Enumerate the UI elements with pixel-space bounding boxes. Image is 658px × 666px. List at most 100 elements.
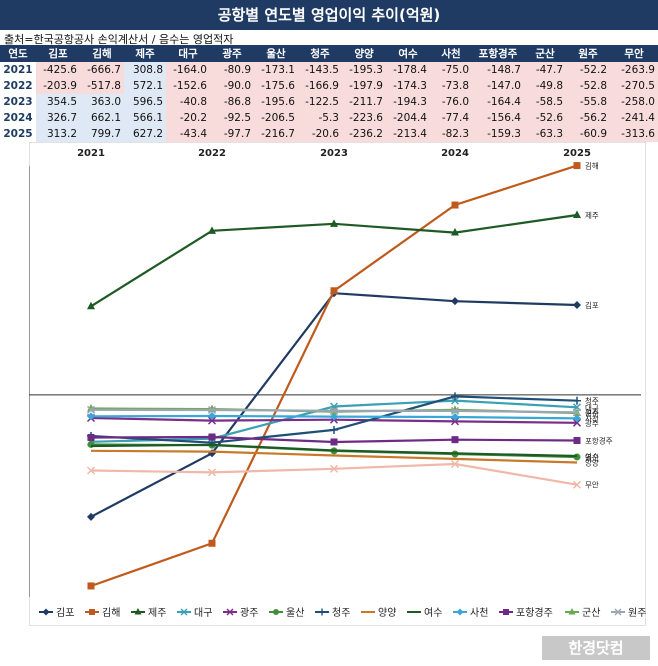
- table-cell: -241.4: [610, 110, 658, 126]
- table-cell: -76.0: [430, 94, 472, 110]
- header-airport: 여수: [386, 45, 430, 62]
- series-line: [90, 449, 578, 464]
- data-point: [208, 411, 216, 420]
- source-note: 출처=한국공항공사 손익계산서 / 음수는 영업적자: [4, 33, 234, 46]
- table-cell: -156.4: [472, 110, 524, 126]
- table-cell: -40.8: [166, 94, 210, 110]
- data-point: [451, 413, 459, 422]
- data-point: [207, 416, 217, 425]
- data-point: [86, 405, 96, 414]
- header-airport: 김포: [36, 45, 80, 62]
- data-point: [330, 412, 338, 421]
- table-row: 2025 313.2 799.7 627.2 -43.4 -97.7 -216.7 -20.6…: [0, 126, 658, 142]
- data-point: [450, 396, 460, 405]
- legend-marker: [614, 608, 622, 616]
- series-line: [90, 443, 578, 458]
- data-point: [329, 464, 339, 473]
- data-point: [451, 297, 459, 306]
- table-cell: -164.0: [166, 62, 210, 78]
- table-cell: -211.7: [342, 94, 386, 110]
- table-cell: -58.5: [524, 94, 566, 110]
- table-cell: 308.8: [124, 62, 166, 78]
- table-cell: -92.5: [210, 110, 254, 126]
- table-cell: -517.8: [80, 78, 124, 94]
- header-airport: 김해: [80, 45, 124, 62]
- table-cell: -213.4: [386, 126, 430, 142]
- table-cell: -313.6: [610, 126, 658, 142]
- data-point: [87, 512, 95, 521]
- chart-title: 공항별 연도별 영업이익 추이(억원): [0, 0, 658, 30]
- data-point: [87, 433, 95, 441]
- table-cell: -52.8: [566, 78, 610, 94]
- series-end-label: 사천: [585, 413, 599, 423]
- table-cell: -166.9: [298, 78, 342, 94]
- table-cell: -175.6: [254, 78, 298, 94]
- series-end-label: 포항경주: [585, 435, 613, 445]
- data-point: [87, 412, 95, 421]
- table-cell: -82.3: [430, 126, 472, 142]
- header-airport: 대구: [166, 45, 210, 62]
- data-point: [330, 438, 338, 446]
- table-cell: -258.0: [610, 94, 658, 110]
- line-chart: 20212022202320242025700500300100-100-300…: [7, 142, 658, 626]
- header-airport: 군산: [524, 45, 566, 62]
- table-cell: -56.2: [566, 110, 610, 126]
- table-cell: 363.0: [80, 94, 124, 110]
- table-cell: -143.5: [298, 62, 342, 78]
- table-cell: -52.6: [524, 110, 566, 126]
- table-cell: 313.2: [36, 126, 80, 142]
- x-tick-label: 2022: [198, 148, 226, 159]
- table-cell: 662.1: [80, 110, 124, 126]
- data-point: [572, 480, 582, 489]
- row-year: 2021: [0, 62, 36, 78]
- table-row: 2023 354.5 363.0 596.5 -40.8 -86.8 -195.6 -122.…: [0, 94, 658, 110]
- table-cell: -425.6: [36, 62, 80, 78]
- table-cell: -206.5: [254, 110, 298, 126]
- table-cell: -263.9: [610, 62, 658, 78]
- data-point: [450, 417, 460, 426]
- legend-label: 사천: [470, 607, 488, 619]
- table-cell: -49.8: [524, 78, 566, 94]
- data-point: [573, 436, 581, 444]
- data-point: [450, 406, 460, 415]
- table-cell: -55.8: [566, 94, 610, 110]
- table-cell: -194.3: [386, 94, 430, 110]
- data-point: [573, 414, 581, 423]
- data-point: [573, 210, 581, 219]
- table-cell: -20.6: [298, 126, 342, 142]
- data-point: [208, 433, 216, 441]
- data-point: [451, 201, 459, 209]
- table-cell: -63.3: [524, 126, 566, 142]
- x-tick-label: 2023: [320, 148, 348, 159]
- header-airport: 사천: [430, 45, 472, 62]
- watermark-logo: 한경닷컴: [542, 636, 650, 660]
- table-cell: -52.2: [566, 62, 610, 78]
- legend-marker: [273, 609, 279, 615]
- table-cell: 799.7: [80, 126, 124, 142]
- row-year: 2023: [0, 94, 36, 110]
- legend-label: 양양: [378, 607, 396, 619]
- legend-marker: [89, 609, 95, 615]
- table-cell: -122.5: [298, 94, 342, 110]
- table-cell: -20.2: [166, 110, 210, 126]
- table-cell: -47.7: [524, 62, 566, 78]
- series-end-label: 김포: [585, 300, 599, 310]
- legend-marker: [226, 608, 234, 616]
- series-end-label: 울산: [585, 452, 599, 462]
- row-year: 2022: [0, 78, 36, 94]
- table-cell: 326.7: [36, 110, 80, 126]
- table-body: 2021 -425.6 -666.7 308.8 -164.0 -80.9 -173.1 -1…: [0, 62, 658, 142]
- table-cell: -195.6: [254, 94, 298, 110]
- table-row: 2022 -203.9 -517.8 572.1 -152.6 -90.0 -175.6 -1…: [0, 78, 658, 94]
- series-line: [90, 164, 578, 588]
- data-point: [451, 436, 459, 444]
- data-point: [86, 466, 96, 475]
- table-cell: -178.4: [386, 62, 430, 78]
- data-point: [572, 418, 582, 427]
- table-cell: 566.1: [124, 110, 166, 126]
- header-airport: 광주: [210, 45, 254, 62]
- x-tick-label: 2021: [77, 148, 105, 159]
- table-cell: -173.1: [254, 62, 298, 78]
- data-point: [329, 406, 339, 415]
- table-row: 2024 326.7 662.1 566.1 -20.2 -92.5 -206.5 -5.3-…: [0, 110, 658, 126]
